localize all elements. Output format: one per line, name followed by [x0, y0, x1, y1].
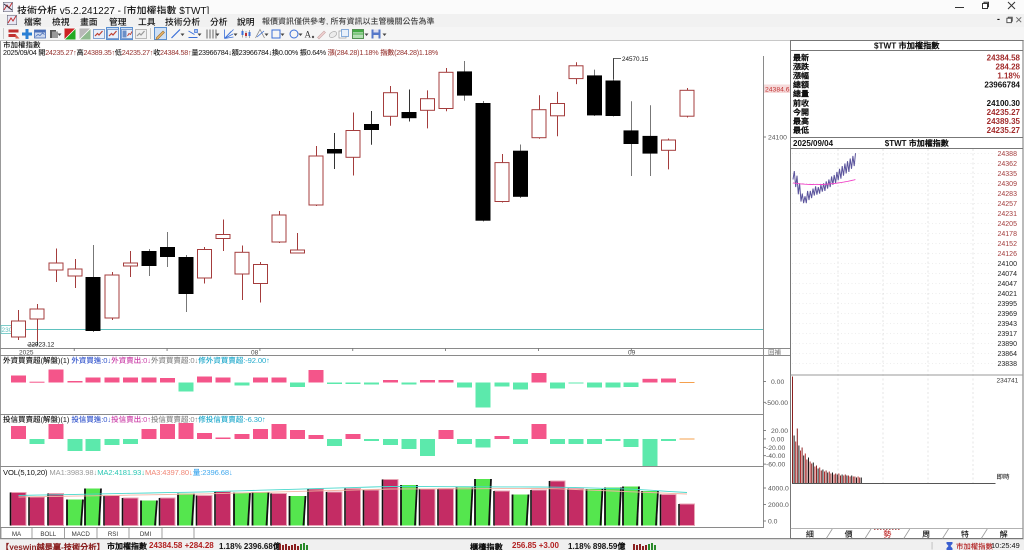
svg-text:24570.15: 24570.15 [622, 56, 649, 63]
svg-text:20.00: 20.00 [771, 428, 788, 435]
svg-text:23943: 23943 [998, 321, 1018, 328]
svg-text:24235.27: 24235.27 [987, 108, 1021, 117]
svg-text:回補: 回補 [768, 349, 782, 357]
svg-text:最新: 最新 [793, 53, 809, 63]
svg-text:2025: 2025 [19, 350, 34, 357]
svg-text:22923.12: 22923.12 [28, 342, 55, 349]
svg-text:23890: 23890 [998, 341, 1018, 348]
svg-text:4000.0: 4000.0 [768, 486, 789, 493]
svg-text:勢: 勢 [883, 530, 891, 539]
svg-text:-60.00: -60.00 [766, 462, 785, 469]
svg-text:24100: 24100 [998, 261, 1018, 268]
svg-text:24152: 24152 [998, 241, 1018, 248]
svg-text:解: 解 [1000, 530, 1008, 539]
svg-text:投信買賣超(解盤)(1) 投信買進:0↓投信賣出:0↑投信買: 投信買賣超(解盤)(1) 投信買進:0↓投信賣出:0↑投信買賣超:0↑修投信買賣… [3, 415, 266, 424]
svg-text:0.00: 0.00 [771, 379, 784, 386]
svg-text:2000.0: 2000.0 [768, 502, 789, 509]
svg-text:細: 細 [806, 530, 814, 539]
svg-text:23864: 23864 [998, 351, 1018, 358]
svg-text:周: 周 [922, 530, 930, 539]
svg-text:BOLL: BOLL [40, 531, 56, 538]
svg-text:漲幅: 漲幅 [792, 72, 809, 81]
svg-text:RSI: RSI [108, 531, 119, 538]
svg-text:$TWT 市加權指數: $TWT 市加權指數 [874, 41, 940, 51]
svg-text:24100.30: 24100.30 [987, 99, 1021, 108]
svg-text:MACD: MACD [72, 531, 91, 538]
svg-text:23995: 23995 [998, 301, 1018, 308]
svg-text:24074: 24074 [998, 271, 1018, 278]
svg-text:24126: 24126 [998, 251, 1018, 258]
svg-text:24388: 24388 [998, 151, 1018, 158]
svg-text:23838: 23838 [998, 361, 1018, 368]
svg-text:24384.6: 24384.6 [765, 87, 790, 94]
svg-text:24231: 24231 [998, 211, 1018, 218]
svg-text:24389.35: 24389.35 [987, 117, 1021, 126]
svg-text:市加權指數: 市加權指數 [3, 41, 41, 50]
svg-text:24178: 24178 [998, 231, 1018, 238]
svg-text:24283: 24283 [998, 191, 1018, 198]
svg-text:08: 08 [251, 350, 259, 357]
svg-text:最高: 最高 [793, 117, 809, 126]
svg-text:A: A [305, 30, 312, 40]
svg-text:234741: 234741 [997, 378, 1019, 385]
svg-text:2025/09/04 開24235.27↑高24389.35: 2025/09/04 開24235.27↑高24389.35↑低24235.27… [3, 48, 439, 57]
svg-text:總額: 總額 [793, 80, 809, 90]
svg-text:24309: 24309 [998, 181, 1018, 188]
svg-text:0.0: 0.0 [768, 519, 778, 526]
svg-text:總量: 總量 [793, 89, 809, 99]
svg-text:外資買賣超(解盤)(1) 外資買進:0↓外資賣出:0↓外資買: 外資買賣超(解盤)(1) 外資買進:0↓外資賣出:0↓外資買賣超:0↓修外資買賣… [3, 356, 270, 365]
svg-text:24335: 24335 [998, 171, 1018, 178]
svg-text:284.28: 284.28 [996, 63, 1021, 72]
svg-text:-20.00: -20.00 [766, 445, 785, 452]
svg-text:1.18%: 1.18% [997, 72, 1020, 81]
svg-text:24257: 24257 [998, 201, 1018, 208]
svg-text:最低: 最低 [793, 126, 809, 135]
svg-text:即時: 即時 [997, 473, 1011, 481]
svg-text:特: 特 [961, 530, 969, 539]
svg-text:23966784: 23966784 [984, 81, 1020, 90]
svg-text:24205: 24205 [998, 221, 1018, 228]
svg-text:前收: 前收 [793, 99, 810, 108]
svg-text:23969: 23969 [998, 311, 1018, 318]
svg-text:今開: 今開 [792, 107, 809, 117]
svg-text:24021: 24021 [998, 291, 1018, 298]
svg-text:2025/09/04: 2025/09/04 [793, 139, 834, 148]
svg-text:漲跌: 漲跌 [792, 63, 810, 72]
svg-text:09: 09 [628, 350, 636, 357]
svg-text:-500.00: -500.00 [765, 400, 788, 407]
svg-text:24047: 24047 [998, 281, 1018, 288]
svg-text:$TWT 市加權指數: $TWT 市加權指數 [885, 138, 950, 148]
svg-text:24100: 24100 [768, 135, 787, 142]
svg-text:DMI: DMI [140, 531, 152, 538]
svg-text:24362: 24362 [998, 161, 1018, 168]
svg-text:23917: 23917 [998, 331, 1018, 338]
svg-text:VOL(5,10,20) MA1:3983.98↓MA2:4: VOL(5,10,20) MA1:3983.98↓MA2:4181.93↓MA3… [3, 468, 233, 477]
svg-text:-40.00: -40.00 [766, 453, 785, 460]
svg-text:MA: MA [12, 531, 22, 538]
svg-text:價: 價 [845, 530, 853, 539]
svg-text:24235.27: 24235.27 [987, 126, 1021, 135]
svg-text:0.00: 0.00 [771, 436, 784, 443]
svg-text:24384.58: 24384.58 [987, 54, 1021, 63]
